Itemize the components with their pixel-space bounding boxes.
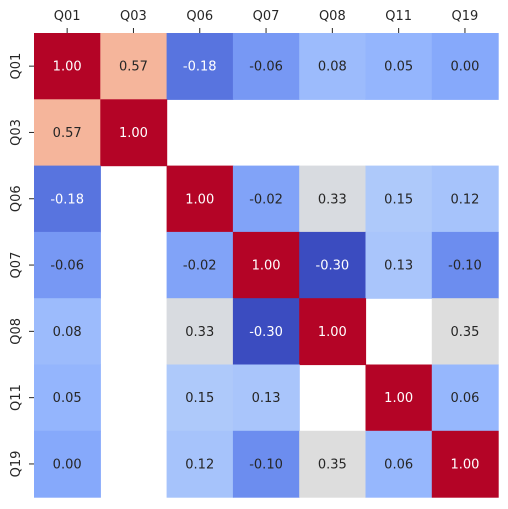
cell-value-Q03-Q01: 0.57 — [53, 126, 82, 141]
y-tick-label-Q03: Q03 — [9, 119, 24, 146]
heatmap-cell-Q19-Q08 — [299, 430, 367, 498]
heatmap-cell-Q11-Q01 — [34, 364, 101, 432]
heatmap-cell-Q06-Q08 — [299, 165, 367, 233]
cell-value-Q01-Q19: 0.00 — [450, 60, 479, 75]
heatmap-cell-Q19-Q11 — [365, 430, 433, 498]
heatmap-cell-Q01-Q19 — [431, 33, 499, 100]
cell-value-Q19-Q07: -0.10 — [249, 457, 283, 472]
heatmap-cell-Q08-Q19 — [431, 298, 499, 366]
cell-value-Q06-Q11: 0.15 — [384, 192, 413, 207]
heatmap-cell-Q01-Q03 — [100, 33, 168, 100]
heatmap-cell-Q01-Q11 — [365, 33, 433, 100]
x-tick-label-Q19: Q19 — [452, 9, 479, 24]
cell-value-Q08-Q07: -0.30 — [249, 325, 283, 340]
heatmap-cell-Q06-Q11 — [365, 165, 433, 233]
heatmap-cell-Q19-Q06 — [166, 430, 234, 498]
y-tick-label-Q01: Q01 — [9, 53, 24, 80]
cell-value-Q11-Q11: 1.00 — [384, 391, 413, 406]
cell-value-Q06-Q19: 0.12 — [450, 192, 479, 207]
cell-value-Q06-Q01: -0.18 — [50, 192, 84, 207]
heatmap-cell-Q06-Q06 — [166, 165, 234, 233]
y-tick-label-Q19: Q19 — [9, 451, 24, 478]
cell-value-Q11-Q01: 0.05 — [53, 391, 82, 406]
heatmap-cell-Q03-Q03 — [100, 99, 168, 167]
heatmap-cell-Q08-Q08 — [299, 298, 367, 366]
cell-value-Q11-Q07: 0.13 — [252, 391, 281, 406]
cell-value-Q19-Q19: 1.00 — [450, 457, 479, 472]
heatmap-cell-Q07-Q07 — [232, 231, 300, 299]
cell-value-Q08-Q19: 0.35 — [450, 325, 479, 340]
heatmap-cell-Q07-Q19 — [431, 231, 499, 299]
cell-value-Q19-Q01: 0.00 — [53, 457, 82, 472]
x-tick-label-Q11: Q11 — [385, 9, 412, 24]
cell-value-Q07-Q07: 1.00 — [252, 259, 281, 274]
cell-value-Q08-Q06: 0.33 — [185, 325, 214, 340]
cell-value-Q07-Q11: 0.13 — [384, 259, 413, 274]
cell-value-Q08-Q01: 0.08 — [53, 325, 82, 340]
cell-value-Q07-Q19: -0.10 — [448, 259, 482, 274]
heatmap-cell-Q01-Q07 — [232, 33, 300, 100]
cell-value-Q01-Q01: 1.00 — [53, 60, 82, 75]
cell-value-Q01-Q06: -0.18 — [183, 60, 217, 75]
heatmap-cell-Q07-Q11 — [365, 231, 433, 299]
x-tick-label-Q07: Q07 — [253, 9, 280, 24]
cell-value-Q03-Q03: 1.00 — [119, 126, 148, 141]
y-tick-label-Q06: Q06 — [9, 185, 24, 212]
heatmap-cell-Q06-Q19 — [431, 165, 499, 233]
heatmap-cell-Q08-Q07 — [232, 298, 300, 366]
y-tick-label-Q08: Q08 — [9, 318, 24, 345]
x-tick-label-Q08: Q08 — [319, 9, 346, 24]
cell-value-Q11-Q06: 0.15 — [185, 391, 214, 406]
x-tick-label-Q06: Q06 — [186, 9, 213, 24]
heatmap-cell-Q07-Q01 — [34, 231, 101, 299]
heatmap-cell-Q03-Q01 — [34, 99, 101, 167]
cell-value-Q19-Q06: 0.12 — [185, 457, 214, 472]
cell-value-Q11-Q19: 0.06 — [450, 391, 479, 406]
x-tick-label-Q03: Q03 — [120, 9, 147, 24]
heatmap-cell-Q19-Q19 — [431, 430, 499, 498]
cell-value-Q01-Q03: 0.57 — [119, 60, 148, 75]
heatmap-cell-Q11-Q19 — [431, 364, 499, 432]
cell-value-Q06-Q07: -0.02 — [249, 192, 283, 207]
cell-value-Q01-Q11: 0.05 — [384, 60, 413, 75]
heatmap-cell-Q01-Q06 — [166, 33, 234, 100]
y-tick-label-Q07: Q07 — [9, 252, 24, 279]
cell-value-Q07-Q06: -0.02 — [183, 259, 217, 274]
cell-value-Q01-Q08: 0.08 — [318, 60, 347, 75]
heatmap-cell-Q08-Q01 — [34, 298, 101, 366]
heatmap-cell-Q19-Q07 — [232, 430, 300, 498]
heatmap-cell-Q06-Q07 — [232, 165, 300, 233]
heatmap-cell-Q01-Q01 — [34, 33, 101, 100]
heatmap-cell-Q06-Q01 — [34, 165, 101, 233]
x-tick-label-Q01: Q01 — [54, 9, 81, 24]
cell-value-Q19-Q08: 0.35 — [318, 457, 347, 472]
cell-value-Q06-Q08: 0.33 — [318, 192, 347, 207]
heatmap-cell-Q11-Q11 — [365, 364, 433, 432]
cell-value-Q19-Q11: 0.06 — [384, 457, 413, 472]
cell-value-Q01-Q07: -0.06 — [249, 60, 283, 75]
heatmap-cell-Q19-Q01 — [34, 430, 101, 498]
heatmap-cell-Q07-Q08 — [299, 231, 367, 299]
heatmap-cell-Q11-Q06 — [166, 364, 234, 432]
cell-value-Q06-Q06: 1.00 — [185, 192, 214, 207]
heatmap-cell-Q07-Q06 — [166, 231, 234, 299]
cell-value-Q07-Q08: -0.30 — [316, 259, 350, 274]
y-tick-label-Q11: Q11 — [9, 384, 24, 411]
heatmap-cell-Q08-Q06 — [166, 298, 234, 366]
heatmap-cell-Q11-Q07 — [232, 364, 300, 432]
cell-value-Q07-Q01: -0.06 — [50, 259, 84, 274]
cell-value-Q08-Q08: 1.00 — [318, 325, 347, 340]
heatmap-cell-Q01-Q08 — [299, 33, 367, 100]
